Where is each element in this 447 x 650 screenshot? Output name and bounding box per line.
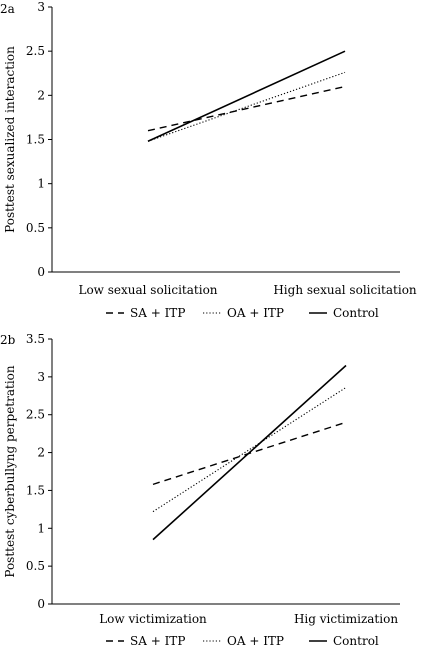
panel-2b-legend-label: SA + ITP xyxy=(130,634,185,648)
panel-2a-y-tick-label: 1.5 xyxy=(26,133,45,147)
panel-2a-y-tick-label: 3 xyxy=(37,0,45,14)
panel-2b-label: 2b xyxy=(0,333,16,347)
panel-2b-legend-label: OA + ITP xyxy=(227,634,284,648)
panel-2b-x-tick-label: Low victimization xyxy=(99,612,207,626)
panel-2b-x-tick-label: Hig victimization xyxy=(294,612,398,626)
panel-2a-legend-label: Control xyxy=(333,306,379,320)
panel-2b-y-tick-label: 1.5 xyxy=(26,483,45,497)
panel-2a-x-tick-label: High sexual solicitation xyxy=(273,283,417,297)
panel-2b-series-line-oa-itp xyxy=(152,386,347,513)
panel-2a-series-line-control xyxy=(147,50,346,142)
panel-2a-legend-label: OA + ITP xyxy=(227,306,284,320)
panel-2a-legend-label: SA + ITP xyxy=(130,306,185,320)
panel-2b-legend-label: Control xyxy=(333,634,379,648)
panel-2b-y-tick-label: 3 xyxy=(37,370,45,384)
panel-2a-y-tick-label: 0 xyxy=(37,265,45,279)
panel-2a-series-line-sa-itp xyxy=(147,85,346,132)
panel-2a-series-line-oa-itp xyxy=(147,71,346,142)
panel-2b-y-axis-title: Posttest cyberbullyng perpetration xyxy=(3,365,17,578)
panel-2b-y-tick-label: 2 xyxy=(37,446,45,460)
panel-2b-series-line-control xyxy=(152,364,347,541)
panel-2a-label: 2a xyxy=(0,2,15,16)
panel-2a-x-tick-label: Low sexual solicitation xyxy=(78,283,217,297)
panel-2b-y-tick-label: 3.5 xyxy=(26,332,45,346)
panel-2b-y-tick-label: 1 xyxy=(37,521,45,535)
panel-2b-y-tick-label: 2.5 xyxy=(26,408,45,422)
panel-2a-y-axis-title: Posttest sexualized interaction xyxy=(3,46,17,233)
panel-2a-y-tick-label: 2 xyxy=(37,88,45,102)
panel-2a-y-tick-label: 2.5 xyxy=(26,44,45,58)
panel-2a-y-tick-label: 0.5 xyxy=(26,221,45,235)
panel-2b-y-tick-label: 0 xyxy=(37,597,45,611)
panel-2b-y-tick-label: 0.5 xyxy=(26,559,45,573)
panel-2a-y-tick-label: 1 xyxy=(37,177,45,191)
